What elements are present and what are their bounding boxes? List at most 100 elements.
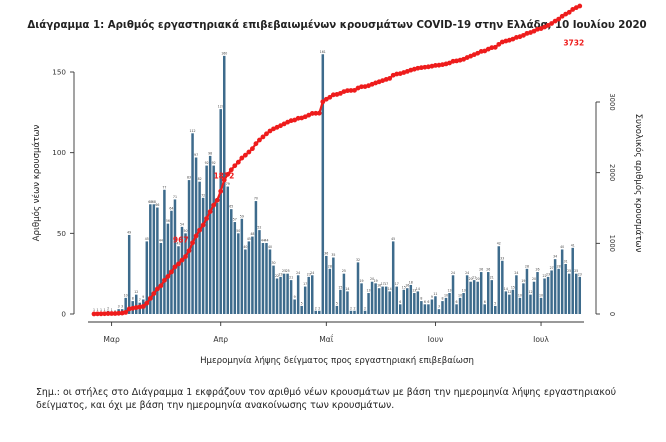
bar-value-label: 7	[139, 298, 141, 302]
bar-value-label: 33	[500, 256, 504, 260]
cumulative-point	[179, 257, 185, 263]
cumulative-point	[193, 233, 199, 239]
bar-value-label: 2	[315, 306, 317, 310]
bar	[543, 278, 546, 314]
bar-value-label: 45	[247, 237, 251, 241]
bar-value-label: 14	[345, 287, 349, 291]
cumulative-point	[109, 311, 114, 316]
bar-value-label: 10	[539, 293, 543, 297]
cumulative-point	[102, 311, 107, 317]
bar	[465, 275, 469, 314]
cumulative-point	[359, 84, 364, 90]
bar-value-label: 28	[557, 264, 561, 268]
cumulative-point	[169, 269, 174, 275]
footnote: Σημ.: οι στήλες στο Διάγραμμα 1 εκφράζου…	[36, 387, 617, 411]
bar-value-label: 15	[511, 285, 515, 289]
bar	[314, 310, 318, 314]
cumulative-point	[549, 21, 554, 26]
bar	[349, 310, 353, 314]
cumulative-point	[151, 291, 157, 296]
bar-value-label: 13	[412, 289, 416, 293]
bar-value-label: 97	[194, 153, 198, 157]
bar-value-label: 12	[134, 290, 138, 294]
bar-value-label: 1	[100, 308, 102, 312]
bar	[212, 165, 215, 314]
bar-value-label: 17	[303, 282, 307, 286]
bar-value-label: 65	[229, 205, 233, 209]
bar-value-label: 20	[370, 277, 374, 281]
bar	[303, 286, 307, 314]
bar-value-label: 40	[268, 245, 272, 249]
bar	[553, 259, 557, 314]
bar-value-label: 25	[567, 269, 571, 273]
cumulative-point	[183, 254, 188, 259]
bar	[258, 230, 261, 314]
bar	[437, 309, 441, 314]
cumulative-point	[207, 209, 213, 215]
bar-value-label: 49	[127, 230, 131, 234]
cumulative-point	[387, 76, 393, 81]
x-tick-label: Ιουν	[428, 335, 444, 344]
bar	[240, 218, 244, 314]
cumulative-point	[316, 110, 322, 116]
bar	[300, 305, 303, 314]
bar	[360, 283, 363, 314]
bar	[321, 54, 325, 314]
bar-value-label: 9	[294, 295, 296, 299]
cumulative-point	[323, 96, 329, 102]
bar-value-label: 8	[420, 297, 422, 301]
bar	[198, 181, 201, 314]
bar-value-label: 23	[307, 272, 311, 276]
cumulative-point	[221, 177, 227, 183]
bar	[339, 289, 342, 314]
cumulative-point	[348, 88, 354, 93]
bar	[455, 304, 458, 314]
bar-value-label: 26	[486, 268, 490, 272]
bar	[275, 278, 279, 314]
bar-value-label: 40	[560, 245, 564, 249]
bar-value-label: 16	[377, 284, 381, 288]
bar	[497, 246, 501, 314]
bar-value-label: 48	[250, 232, 254, 236]
bar	[222, 55, 226, 315]
cumulative-point	[352, 87, 357, 93]
bar	[567, 273, 571, 314]
cumulative-point	[309, 111, 315, 116]
cumulative-point	[253, 141, 259, 147]
bar	[244, 249, 247, 314]
bar	[494, 305, 497, 314]
bar-value-label: 59	[240, 214, 244, 218]
bar-value-label: 17	[381, 282, 385, 286]
bar-value-label: 25	[342, 269, 346, 273]
bar	[578, 276, 582, 314]
bar	[564, 263, 567, 314]
bar	[205, 165, 208, 314]
cumulative-annotation: 1872	[213, 172, 234, 181]
cumulative-point	[126, 306, 132, 312]
bar-value-label: 13	[447, 289, 451, 293]
bar	[310, 275, 314, 314]
bar	[550, 270, 553, 314]
bar	[237, 233, 240, 314]
bar	[388, 291, 391, 314]
bar-value-label: 57	[233, 218, 237, 222]
cumulative-point	[232, 163, 238, 169]
bar-value-label: 6	[456, 300, 458, 304]
bar	[289, 280, 293, 314]
cumulative-point	[140, 303, 146, 309]
bar	[469, 281, 472, 314]
bar-value-label: 16	[405, 284, 409, 288]
cumulative-point	[450, 58, 456, 64]
bar-value-label: 21	[472, 276, 476, 280]
bar	[370, 281, 374, 314]
cumulative-point	[545, 23, 551, 28]
cumulative-point	[225, 171, 231, 177]
bar-value-label: 71	[173, 195, 177, 199]
cumulative-point	[436, 62, 442, 68]
bar-value-label: 19	[521, 279, 525, 283]
bar	[458, 297, 462, 314]
bar-value-label: 23	[578, 272, 582, 276]
bar	[346, 291, 349, 314]
bar-value-label: 1	[104, 308, 106, 312]
